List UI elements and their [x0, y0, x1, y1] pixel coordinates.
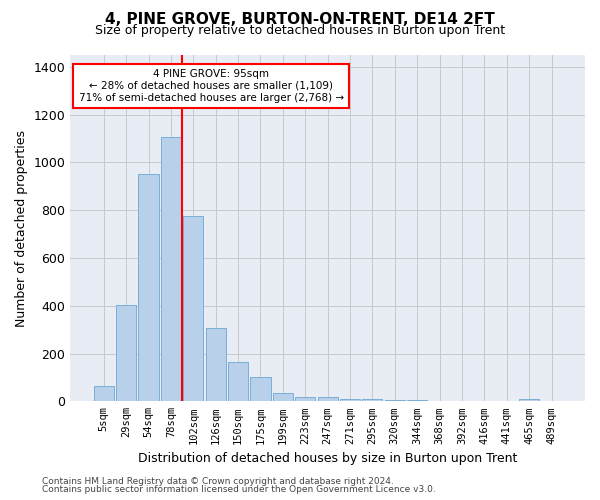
Text: 4, PINE GROVE, BURTON-ON-TRENT, DE14 2FT: 4, PINE GROVE, BURTON-ON-TRENT, DE14 2FT [105, 12, 495, 28]
Bar [116, 304, 136, 402]
Bar [295, 397, 316, 402]
Text: 4 PINE GROVE: 95sqm
← 28% of detached houses are smaller (1,109)
71% of semi-det: 4 PINE GROVE: 95sqm ← 28% of detached ho… [79, 70, 344, 102]
Text: Size of property relative to detached houses in Burton upon Trent: Size of property relative to detached ho… [95, 24, 505, 37]
Bar [94, 386, 114, 402]
Y-axis label: Number of detached properties: Number of detached properties [15, 130, 28, 326]
Bar [250, 378, 271, 402]
Bar [206, 328, 226, 402]
Text: Contains HM Land Registry data © Crown copyright and database right 2024.: Contains HM Land Registry data © Crown c… [42, 477, 394, 486]
Bar [407, 400, 427, 402]
Bar [183, 216, 203, 402]
Bar [340, 399, 360, 402]
X-axis label: Distribution of detached houses by size in Burton upon Trent: Distribution of detached houses by size … [138, 452, 517, 465]
Bar [228, 362, 248, 402]
Bar [317, 397, 338, 402]
Bar [273, 393, 293, 402]
Bar [385, 400, 405, 402]
Bar [362, 399, 382, 402]
Bar [139, 174, 158, 402]
Text: Contains public sector information licensed under the Open Government Licence v3: Contains public sector information licen… [42, 485, 436, 494]
Bar [519, 399, 539, 402]
Bar [161, 138, 181, 402]
